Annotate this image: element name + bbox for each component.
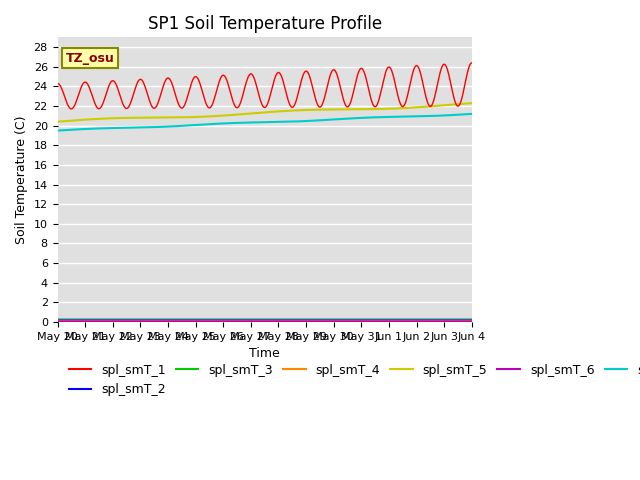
spl_smT_1	[75, 91, 83, 96]
spl_smT_7	[456, 112, 463, 118]
spl_smT_3	[456, 317, 463, 323]
spl_smT_6	[54, 318, 61, 324]
spl_smT_1	[456, 101, 463, 107]
spl_smT_4	[456, 318, 463, 324]
spl_smT_6	[244, 318, 252, 324]
spl_smT_4	[468, 318, 476, 324]
spl_smT_2	[54, 317, 61, 323]
spl_smT_1	[255, 93, 263, 99]
spl_smT_1	[468, 60, 476, 66]
spl_smT_5	[54, 119, 61, 125]
Y-axis label: Soil Temperature (C): Soil Temperature (C)	[15, 115, 28, 244]
spl_smT_5	[255, 110, 263, 116]
spl_smT_2	[456, 317, 463, 323]
X-axis label: Time: Time	[249, 347, 280, 360]
spl_smT_7	[380, 114, 388, 120]
spl_smT_5	[456, 101, 463, 107]
spl_smT_6	[456, 318, 463, 324]
Legend: spl_smT_1, spl_smT_2, spl_smT_3, spl_smT_4, spl_smT_5, spl_smT_6, spl_smT_7: spl_smT_1, spl_smT_2, spl_smT_3, spl_smT…	[64, 359, 640, 401]
spl_smT_2	[244, 317, 252, 323]
spl_smT_1	[68, 106, 76, 112]
spl_smT_3	[456, 317, 463, 323]
spl_smT_1	[54, 81, 61, 86]
spl_smT_7	[244, 120, 252, 125]
spl_smT_6	[468, 318, 476, 324]
spl_smT_4	[75, 318, 83, 324]
spl_smT_4	[380, 318, 388, 324]
spl_smT_5	[244, 111, 252, 117]
Line: spl_smT_1: spl_smT_1	[58, 63, 472, 109]
spl_smT_2	[456, 317, 463, 323]
spl_smT_4	[54, 318, 61, 324]
spl_smT_7	[255, 120, 263, 125]
Line: spl_smT_5: spl_smT_5	[58, 103, 472, 122]
spl_smT_6	[456, 318, 463, 324]
spl_smT_5	[380, 106, 388, 112]
spl_smT_7	[75, 126, 83, 132]
spl_smT_7	[456, 112, 463, 118]
spl_smT_1	[380, 76, 388, 82]
spl_smT_5	[75, 117, 83, 123]
spl_smT_1	[456, 101, 464, 107]
spl_smT_2	[255, 317, 263, 323]
spl_smT_5	[468, 100, 476, 106]
spl_smT_3	[75, 317, 83, 323]
spl_smT_3	[244, 317, 252, 323]
spl_smT_4	[244, 318, 252, 324]
spl_smT_7	[468, 111, 476, 117]
spl_smT_3	[54, 317, 61, 323]
spl_smT_2	[380, 317, 388, 323]
spl_smT_6	[75, 318, 83, 324]
spl_smT_3	[468, 317, 476, 323]
spl_smT_6	[255, 318, 263, 324]
spl_smT_6	[380, 318, 388, 324]
spl_smT_5	[456, 101, 463, 107]
spl_smT_2	[75, 317, 83, 323]
spl_smT_4	[456, 318, 463, 324]
spl_smT_3	[380, 317, 388, 323]
spl_smT_7	[54, 128, 61, 133]
spl_smT_4	[255, 318, 263, 324]
spl_smT_3	[255, 317, 263, 323]
Line: spl_smT_7: spl_smT_7	[58, 114, 472, 131]
spl_smT_1	[244, 74, 252, 80]
Title: SP1 Soil Temperature Profile: SP1 Soil Temperature Profile	[148, 15, 381, 33]
spl_smT_2	[468, 317, 476, 323]
Text: TZ_osu: TZ_osu	[66, 51, 115, 65]
